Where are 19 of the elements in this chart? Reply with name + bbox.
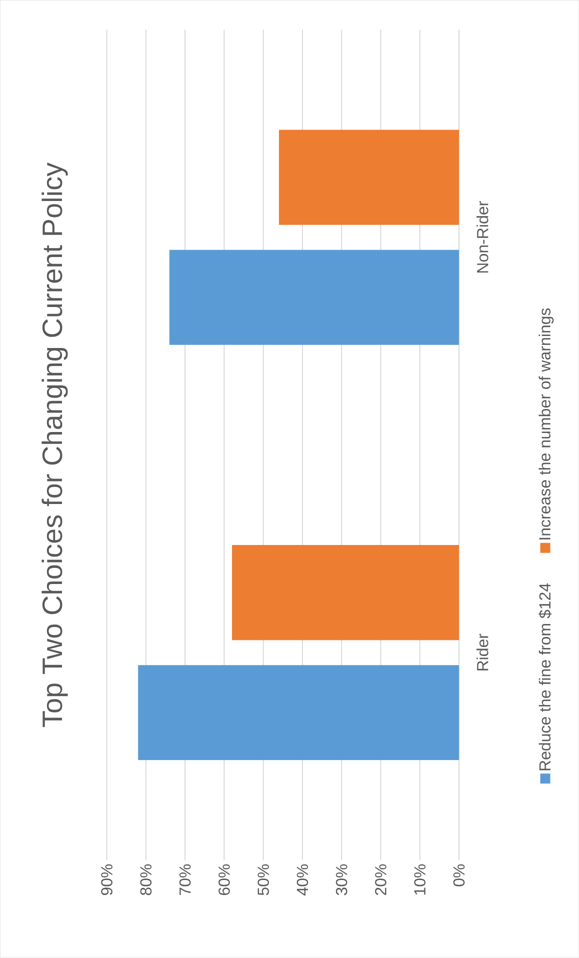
x-tick-label: 40% — [296, 864, 308, 896]
x-tick-label: 30% — [336, 864, 348, 896]
text: Top Two Choices for Changing Current Policy — [42, 162, 68, 727]
x-tick-label: 90% — [101, 864, 113, 896]
x-tick-label: 50% — [258, 864, 270, 896]
bar — [279, 130, 460, 225]
y-tick-label: Non-Rider — [476, 201, 488, 273]
x-tick-label: 0% — [453, 864, 465, 886]
bar — [170, 250, 460, 345]
x-tick-label: 10% — [414, 864, 426, 895]
x-tick-label: 80% — [140, 864, 152, 896]
text: Increase the number of warnings — [538, 308, 554, 540]
text: Reduce the fine from $124 — [538, 583, 552, 770]
bar — [138, 665, 460, 760]
x-tick-label: 20% — [375, 864, 386, 896]
y-tick-label: Rider — [476, 634, 488, 670]
bar — [232, 545, 460, 640]
x-tick-label: 70% — [180, 864, 191, 895]
x-tick-label: 60% — [218, 864, 230, 895]
